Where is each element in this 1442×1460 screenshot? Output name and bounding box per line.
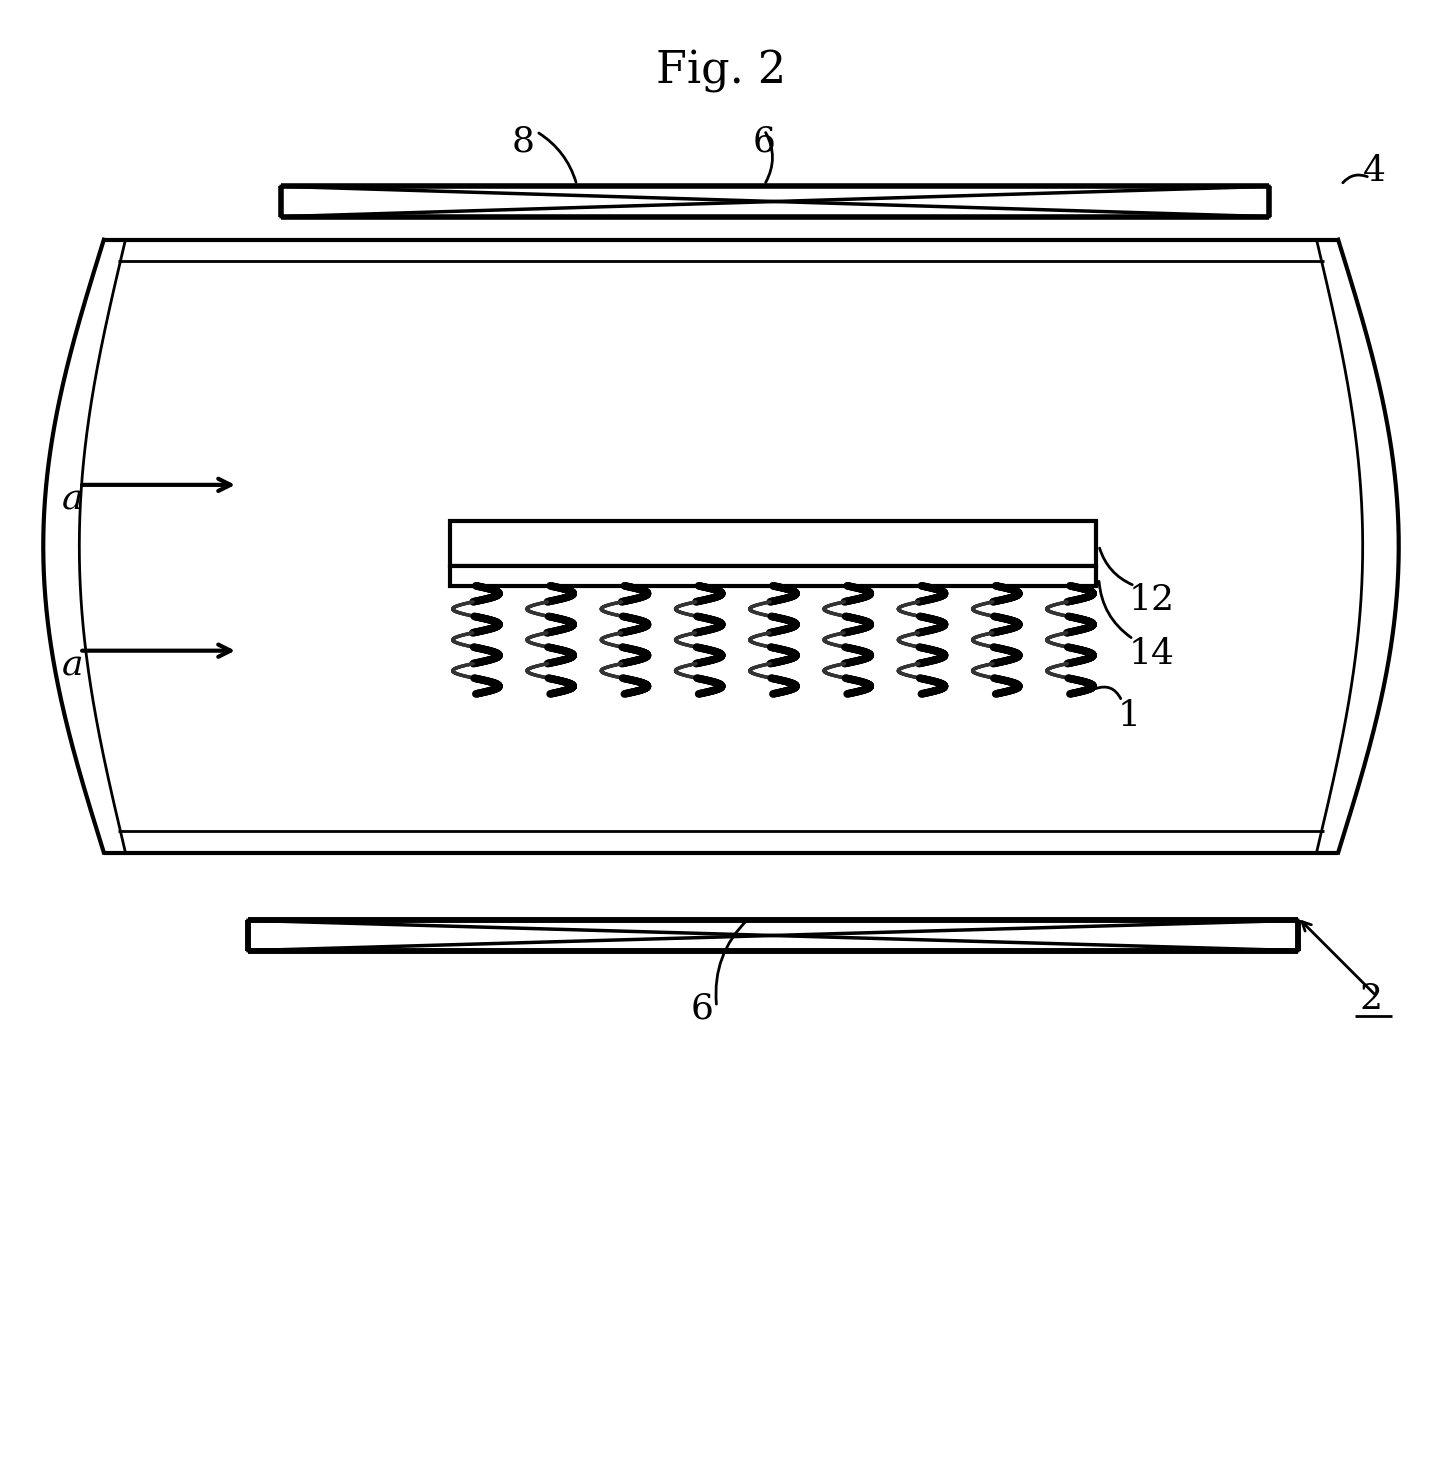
Text: 2: 2 [1360, 981, 1383, 1016]
Text: 8: 8 [512, 124, 535, 158]
Text: a: a [62, 483, 82, 517]
Text: 6: 6 [753, 124, 776, 158]
Text: Fig. 2: Fig. 2 [656, 50, 786, 92]
FancyBboxPatch shape [450, 565, 1096, 585]
FancyBboxPatch shape [450, 521, 1096, 565]
FancyBboxPatch shape [248, 920, 1298, 950]
Text: 1: 1 [1118, 698, 1141, 733]
FancyBboxPatch shape [281, 187, 1269, 216]
Text: 12: 12 [1129, 583, 1175, 618]
Text: 6: 6 [691, 991, 714, 1025]
Text: 4: 4 [1363, 153, 1386, 187]
Text: 14: 14 [1129, 637, 1175, 670]
Text: a: a [62, 648, 82, 682]
